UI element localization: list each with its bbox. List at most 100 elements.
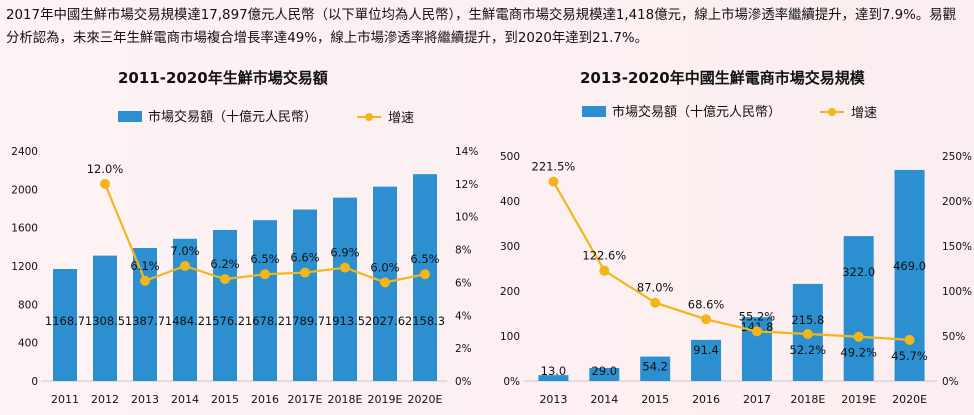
chart2-bar-value-label: 91.4 <box>693 343 719 357</box>
chart2-bar-value-label: 13.0 <box>541 364 567 378</box>
chart2-bar-value-label: 215.8 <box>791 313 824 327</box>
chart1-bar-value-label: 1308.5 <box>85 314 125 328</box>
chart1-bar <box>333 197 357 381</box>
chart1-growth-label: 6.5% <box>250 252 279 266</box>
chart2-growth-label: 87.0% <box>637 281 674 295</box>
chart1-bar-value-label: 1678.2 <box>245 314 285 328</box>
chart2-growth-point <box>802 329 813 340</box>
chart1-left-tick: 400 <box>18 338 38 350</box>
chart2-right-tick: 100% <box>942 286 972 298</box>
chart2-legend-bar-label: 市場交易額（十億元人民幣） <box>612 104 781 120</box>
chart1-bar <box>293 209 317 381</box>
chart1-bar <box>213 229 237 381</box>
chart1-category-label: 2014 <box>171 393 199 406</box>
chart1-growth-point <box>180 261 190 271</box>
chart1-growth-label: 6.6% <box>290 251 319 265</box>
chart1-growth-point <box>300 267 310 278</box>
chart2-bar-value-label: 469.0 <box>893 259 926 273</box>
chart1-category-label: 2012 <box>91 393 119 406</box>
chart1-right-tick: 6% <box>455 277 472 289</box>
chart2-right-tick: 150% <box>942 241 972 253</box>
chart2-bar <box>589 367 620 381</box>
chart2-right-tick: 50% <box>942 331 965 343</box>
chart1-bar-value-label: 1913.5 <box>325 314 365 328</box>
chart1-category-label: 2016 <box>251 393 279 406</box>
chart2-right-tick: 200% <box>942 196 972 208</box>
chart2-category-label: 2013 <box>539 393 567 406</box>
chart1-bar-value-label: 1387.7 <box>125 314 165 328</box>
chart1-growth-point <box>340 262 350 273</box>
chart1-left-tick: 1200 <box>11 261 38 273</box>
chart1-growth-label: 6.1% <box>130 259 159 273</box>
chart1-bar-value-label: 2158.3 <box>405 314 445 328</box>
chart1-growth-label: 6.2% <box>210 257 239 271</box>
chart2-growth-label: 52.2% <box>790 343 827 357</box>
chart2-legend-line-label: 增速 <box>851 106 877 121</box>
chart1-title: 2011-2020年生鮮市場交易額 <box>118 69 328 87</box>
chart1-growth-point <box>220 274 230 285</box>
chart2-title: 2013-2020年中國生鮮電商市場交易規模 <box>580 69 865 87</box>
chart2-growth-label: 55.2% <box>739 309 776 323</box>
chart2-growth-label: 122.6% <box>582 249 626 263</box>
chart2-left-tick: 200 <box>500 286 520 298</box>
chart2-bar <box>843 236 874 381</box>
chart2-bar <box>894 169 925 381</box>
chart1-legend-bar-swatch <box>118 111 142 122</box>
chart2-bar-value-label: 29.0 <box>592 364 618 378</box>
chart2-left-tick: 400 <box>500 196 520 208</box>
chart1-left-tick: 2400 <box>11 146 38 158</box>
chart2-growth-label: 49.2% <box>840 346 877 360</box>
chart1-right-tick: 2% <box>455 343 472 355</box>
chart2-growth-point <box>548 176 559 187</box>
chart1-growth-point <box>420 269 430 280</box>
chart2-left-tick: 500 <box>500 151 520 163</box>
chart2-left-tick: 0% <box>503 376 520 388</box>
chart2-category-label: 2014 <box>590 393 618 406</box>
chart1-growth-label: 6.0% <box>370 260 399 274</box>
chart1-growth-point <box>380 277 390 288</box>
chart1-category-label: 2015 <box>211 393 239 406</box>
chart1-growth-point <box>140 275 150 286</box>
chart1-right-tick: 4% <box>455 310 472 322</box>
intro-paragraph: 2017年中國生鮮市場交易規模達17,897億元人民幣（以下單位均為人民幣），生… <box>6 8 957 46</box>
chart1-bar-value-label: 1576.2 <box>205 314 245 328</box>
chart1-category-label: 2017E <box>288 393 323 406</box>
chart2-bar-value-label: 54.2 <box>642 360 668 374</box>
chart1-right-tick: 10% <box>455 212 478 224</box>
chart1-legend-line-label: 增速 <box>388 111 414 126</box>
chart2-left-tick: 300 <box>500 241 520 253</box>
chart1-growth-point <box>260 269 270 280</box>
chart1-bar-value-label: 1789.7 <box>285 314 325 328</box>
chart2-growth-point <box>853 331 864 342</box>
chart1-growth-label: 12.0% <box>87 162 124 176</box>
chart2-category-label: 2019E <box>841 393 876 406</box>
chart2-bar <box>691 339 722 381</box>
chart2-left-tick: 100 <box>500 331 520 343</box>
chart1-category-label: 2019E <box>368 393 403 406</box>
chart1-left-tick: 800 <box>18 299 38 311</box>
chart1-legend-line-marker <box>365 113 373 121</box>
chart1-bar-value-label: 1168.7 <box>45 314 85 328</box>
chart2-category-label: 2020E <box>892 393 927 406</box>
chart1-bar <box>173 238 197 381</box>
chart2-growth-point <box>904 334 915 345</box>
chart1-right-tick: 8% <box>455 245 472 257</box>
chart1-bar-value-label: 2027.6 <box>365 314 405 328</box>
chart1-right-tick: 12% <box>455 179 478 191</box>
chart1-left-tick: 1600 <box>11 223 38 235</box>
chart1-category-label: 2011 <box>51 393 79 406</box>
chart2-bar <box>640 356 671 381</box>
chart2-bar <box>538 375 569 381</box>
chart1-category-label: 2018E <box>328 393 363 406</box>
chart1-bar <box>253 220 277 381</box>
chart1-bar <box>53 268 77 381</box>
chart1-bar <box>133 248 157 381</box>
chart1-left-tick: 0 <box>31 376 38 388</box>
chart2-legend-bar-swatch <box>582 106 606 117</box>
chart1-growth-label: 7.0% <box>170 244 199 258</box>
chart2-right-tick: 0% <box>942 376 959 388</box>
chart2-growth-point <box>751 326 762 337</box>
chart1-legend-bar-label: 市場交易額（十億元人民幣） <box>148 109 317 125</box>
chart2-growth-label: 68.6% <box>688 297 725 311</box>
